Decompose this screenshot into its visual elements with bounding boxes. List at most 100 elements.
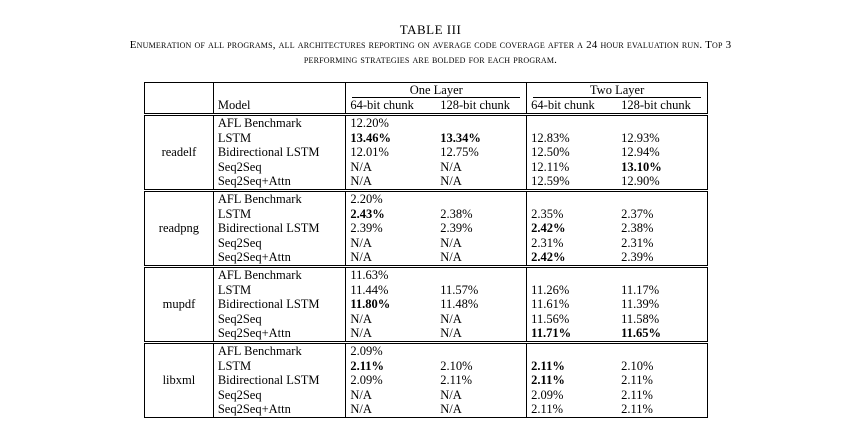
table-row: Seq2Seq+Attn N/A N/A 2.42% 2.39%	[145, 250, 709, 267]
value-cell	[617, 188, 709, 207]
value-cell: 2.09%	[345, 340, 437, 359]
model-name: Bidirectional LSTM	[213, 373, 347, 388]
value-bold: 2.42%	[531, 250, 566, 265]
model-name: Seq2Seq+Attn	[213, 250, 347, 267]
program-name: readpng	[144, 188, 214, 267]
value-cell: 12.59%	[526, 174, 618, 191]
value-cell: N/A	[345, 174, 437, 191]
value-cell: 2.11%	[527, 373, 617, 388]
table-row: Bidirectional LSTM 11.80% 11.48% 11.61% 11.3…	[145, 297, 709, 312]
value-cell: 2.39%	[350, 221, 383, 236]
table-row: LSTM 11.44% 11.57% 11.26% 11.17%	[145, 282, 709, 298]
value-cell: N/A	[436, 250, 528, 267]
table-row: Seq2Seq+Attn N/A N/A 2.11% 2.11%	[145, 402, 709, 418]
value-cell: 12.01%	[350, 145, 389, 160]
value-cell: N/A	[436, 174, 528, 191]
value-cell: 2.11%	[527, 359, 617, 374]
value-cell: 2.38%	[617, 221, 709, 236]
value-cell: 2.43%	[346, 207, 436, 222]
value-cell: 2.35%	[531, 206, 564, 221]
value-bold: 11.71%	[531, 326, 572, 341]
value-cell: 11.71%	[526, 326, 618, 343]
value-cell: 12.20%	[345, 112, 437, 131]
table-row: LSTM 2.43% 2.38% 2.35% 2.37%	[145, 206, 709, 222]
value-cell	[526, 188, 618, 207]
model-name: LSTM	[213, 130, 347, 146]
program-name: readelf	[144, 113, 214, 191]
table-row: Seq2Seq+Attn N/A N/A 12.59% 12.90%	[145, 174, 709, 191]
model-name: Bidirectional LSTM	[213, 221, 347, 236]
value-cell: 2.11%	[346, 359, 436, 374]
header-model: Model	[213, 98, 347, 115]
model-name: Seq2Seq	[213, 311, 347, 327]
model-name: Seq2Seq	[213, 387, 347, 403]
header-group-row: One Layer Two Layer	[144, 82, 708, 98]
model-name: Seq2Seq	[213, 235, 347, 251]
value-cell: 2.11%	[617, 402, 709, 418]
table-row: Seq2Seq N/A N/A 2.31% 2.31%	[145, 235, 709, 251]
value-cell: N/A	[350, 387, 372, 402]
model-name: Seq2Seq+Attn	[213, 326, 347, 343]
value-cell: N/A	[345, 402, 437, 418]
value-cell: N/A	[436, 326, 528, 343]
value-cell: 12.83%	[531, 130, 570, 145]
table-row: LSTM 13.46% 13.34% 12.83% 12.93%	[145, 130, 709, 146]
model-name: AFL Benchmark	[213, 340, 347, 359]
value-cell	[526, 340, 618, 359]
value-bold: 13.34%	[440, 130, 481, 145]
value-cell: 12.90%	[617, 174, 709, 191]
value-cell: 13.34%	[436, 130, 528, 146]
value-cell: 12.94%	[617, 145, 709, 160]
value-bold: 2.11%	[350, 358, 385, 373]
value-cell	[526, 264, 618, 283]
value-bold: 11.65%	[621, 326, 661, 341]
header-empty-cell	[144, 98, 214, 115]
model-name: Bidirectional LSTM	[213, 145, 347, 160]
value-cell: 2.39%	[436, 221, 528, 236]
value-cell: 12.93%	[617, 130, 709, 146]
header-col-one-layer-64: 64-bit chunk	[345, 98, 437, 115]
value-cell: 11.44%	[350, 282, 389, 297]
header-col-two-layer-128: 128-bit chunk	[617, 98, 709, 115]
value-cell	[436, 340, 528, 359]
table-label: TABLE III	[399, 22, 462, 37]
value-cell: 2.11%	[617, 373, 709, 388]
value-cell: 2.39%	[617, 250, 709, 267]
value-cell	[617, 340, 709, 359]
value-cell: 2.11%	[526, 402, 618, 418]
value-bold: 11.80%	[350, 297, 391, 312]
model-name: LSTM	[213, 282, 347, 298]
value-cell: 11.56%	[531, 311, 570, 326]
model-name: Seq2Seq+Attn	[213, 174, 347, 191]
value-cell: N/A	[345, 250, 437, 267]
value-cell: 11.39%	[617, 297, 709, 312]
value-cell: 2.10%	[617, 358, 709, 374]
value-cell: 2.11%	[436, 373, 528, 388]
value-cell: 2.10%	[436, 358, 528, 374]
value-cell: N/A	[350, 311, 372, 326]
header-empty-cell	[213, 82, 347, 98]
value-cell: 12.75%	[436, 145, 528, 160]
program-name: libxml	[144, 340, 214, 418]
model-name: AFL Benchmark	[213, 264, 347, 283]
model-name: Bidirectional LSTM	[213, 297, 347, 312]
value-cell: 2.09%	[531, 387, 564, 402]
header-col-one-layer-128: 128-bit chunk	[436, 98, 528, 115]
results-table: One Layer Two Layer Model 64-bit chunk 1…	[144, 82, 709, 418]
table-row: Bidirectional LSTM 2.09% 2.11% 2.11% 2.11%	[145, 373, 709, 388]
table-row: mupdf AFL Benchmark 11.63%	[144, 264, 709, 343]
value-cell: 11.65%	[617, 326, 709, 343]
model-name: LSTM	[213, 358, 347, 374]
value-cell: 2.42%	[526, 250, 618, 267]
value-cell: 11.61%	[531, 297, 570, 312]
model-name: AFL Benchmark	[213, 188, 347, 207]
table-row: readelf AFL Benchmark 12.20%	[144, 112, 709, 191]
model-name: Seq2Seq+Attn	[213, 402, 347, 418]
value-bold: 13.10%	[621, 159, 662, 174]
value-cell: 11.63%	[345, 264, 437, 283]
value-cell: 11.58%	[617, 311, 709, 327]
value-cell: 13.10%	[617, 159, 709, 175]
table-row: LSTM 2.11% 2.10% 2.11% 2.10%	[145, 358, 709, 374]
value-cell: N/A	[436, 311, 528, 327]
